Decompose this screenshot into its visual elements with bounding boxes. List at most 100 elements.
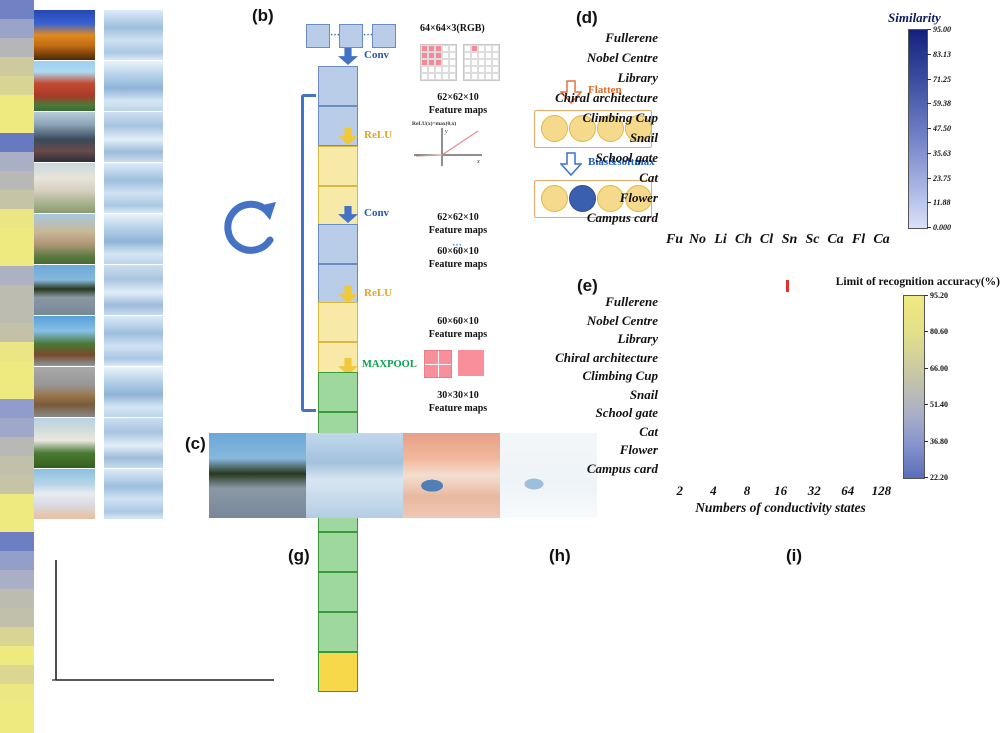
colorbar-tick xyxy=(927,177,931,179)
col-label-128: 128 xyxy=(871,483,892,498)
neuron xyxy=(569,115,596,142)
heatmap-cell xyxy=(0,361,35,380)
panel-i-label: (i) xyxy=(786,546,803,565)
heatmap-cell xyxy=(0,456,35,475)
colorbar-tick-label: 0.000 xyxy=(933,223,951,232)
row-label-library: Library xyxy=(617,331,658,346)
chart-f-training-curves xyxy=(52,560,274,681)
colorbar-tick-label: 36.80 xyxy=(930,436,948,446)
svg-text:y: y xyxy=(444,129,448,135)
heatmap-cell xyxy=(0,266,35,285)
photo-climbing-cup xyxy=(27,214,95,264)
colorbar-tick xyxy=(924,477,928,478)
colorbar-tick xyxy=(924,295,928,296)
row-label-cat: Cat xyxy=(639,170,658,185)
neuron xyxy=(541,115,568,142)
row-label-flower: Flower xyxy=(619,442,658,457)
processed-cat xyxy=(104,367,163,417)
panel-d-label: (d) xyxy=(576,8,598,27)
col-label-sn: Sn xyxy=(781,232,798,247)
fm-size: 62×62×10 xyxy=(437,212,479,223)
photo-campus-card xyxy=(27,469,95,519)
row-label-chiral-architecture: Chiral architecture xyxy=(555,90,658,105)
ellipsis: ··· xyxy=(330,30,341,41)
col-label-fu: Fu xyxy=(665,232,684,247)
feature-map-layer xyxy=(318,146,358,186)
row-label-climbing-cup: Climbing Cup xyxy=(582,110,659,125)
loop-arrow-icon xyxy=(224,200,276,254)
fm-caption: Feature maps xyxy=(428,328,488,340)
colorbar-tick-label: 95.20 xyxy=(930,291,948,300)
colorbar xyxy=(908,29,928,229)
relu-formula: ReLU(x)=max(0,x) xyxy=(412,120,456,127)
heatmap-cell xyxy=(0,304,35,323)
heatmap-cell xyxy=(0,627,35,646)
fm-size: 62×62×10 xyxy=(437,92,479,103)
row-label-snail: Snail xyxy=(629,130,658,145)
processed-snail xyxy=(104,265,163,315)
colorbar-tick xyxy=(927,152,931,154)
chart-i-time-vs-states xyxy=(794,548,1000,732)
snail-pooled-map xyxy=(500,433,597,518)
photo-library xyxy=(27,112,95,162)
heatmap-cell xyxy=(0,0,35,19)
panel-g-label: (g) xyxy=(288,546,310,565)
colorbar-tick-label: 35.63 xyxy=(933,148,951,158)
flattened-neuron-row xyxy=(534,110,652,148)
relu-step-label: ReLU xyxy=(364,129,393,141)
heatmap-cell xyxy=(0,684,35,703)
col-label-cl: Cl xyxy=(759,232,774,247)
photo-fullerene xyxy=(27,10,95,60)
photo-snail xyxy=(27,265,95,315)
col-label-32: 32 xyxy=(807,483,821,498)
heatmap-cell xyxy=(0,589,35,608)
colorbar-tick-label: 59.38 xyxy=(933,99,951,109)
colorbar-tick-label: 47.50 xyxy=(933,124,951,133)
conv-kernel-grid xyxy=(420,44,457,81)
x-axis-title: Numbers of conductivity states xyxy=(695,500,866,515)
processed-school-gate xyxy=(104,316,163,366)
heatmap-cell xyxy=(0,494,35,513)
row-label-cat: Cat xyxy=(639,423,658,439)
colorbar-tick-label: 23.75 xyxy=(933,173,951,183)
colorbar-title: Similarity xyxy=(888,10,941,25)
heatmap-cell xyxy=(0,247,35,266)
heatmap-cell xyxy=(0,608,35,627)
fm-caption: Feature maps xyxy=(428,402,488,414)
feature-map-size-label: 30×30×10 Feature maps xyxy=(413,390,503,415)
row-label-fullerene: Fullerene xyxy=(605,30,658,45)
colorbar-tick-label: 83.13 xyxy=(933,49,951,59)
row-label-library: Library xyxy=(617,70,658,85)
svg-text:x: x xyxy=(476,159,480,165)
heatmap-cell xyxy=(0,114,35,133)
hollow-down-arrow-icon xyxy=(560,80,582,104)
feature-map-size-label: 60×60×10 Feature maps xyxy=(413,316,503,341)
chart-g-accuracy-vs-states xyxy=(300,548,552,732)
row-label-flower: Flower xyxy=(619,190,658,205)
row-label-campus-card: Campus card xyxy=(586,210,658,225)
processed-chiral-architecture xyxy=(104,163,163,213)
heatmap-cell xyxy=(0,285,35,304)
neuron xyxy=(625,185,652,212)
colorbar-tick-label: 95.00 xyxy=(933,25,951,34)
photo-cat xyxy=(27,367,95,417)
col-label-ca: Ca xyxy=(873,232,890,247)
feature-map-layer xyxy=(318,66,358,106)
colorbar-tick-label: 11.88 xyxy=(933,198,951,208)
snail-photo xyxy=(209,433,306,518)
heatmap-cell xyxy=(0,342,35,361)
colorbar-tick-label: 22.20 xyxy=(930,473,948,482)
row-label-fullerene: Fullerene xyxy=(605,294,658,309)
ellipsis: ··· xyxy=(363,30,374,41)
heatmap-cell xyxy=(0,19,35,38)
colorbar-tick xyxy=(927,202,931,204)
col-label-ca: Ca xyxy=(827,232,844,247)
processed-fullerene xyxy=(104,10,163,60)
panel-c-label: (c) xyxy=(185,434,206,453)
col-label-sc: Sc xyxy=(805,232,820,247)
input-image-square xyxy=(306,24,330,48)
heatmap-cell xyxy=(0,209,35,228)
heatmap-cell xyxy=(0,95,35,114)
